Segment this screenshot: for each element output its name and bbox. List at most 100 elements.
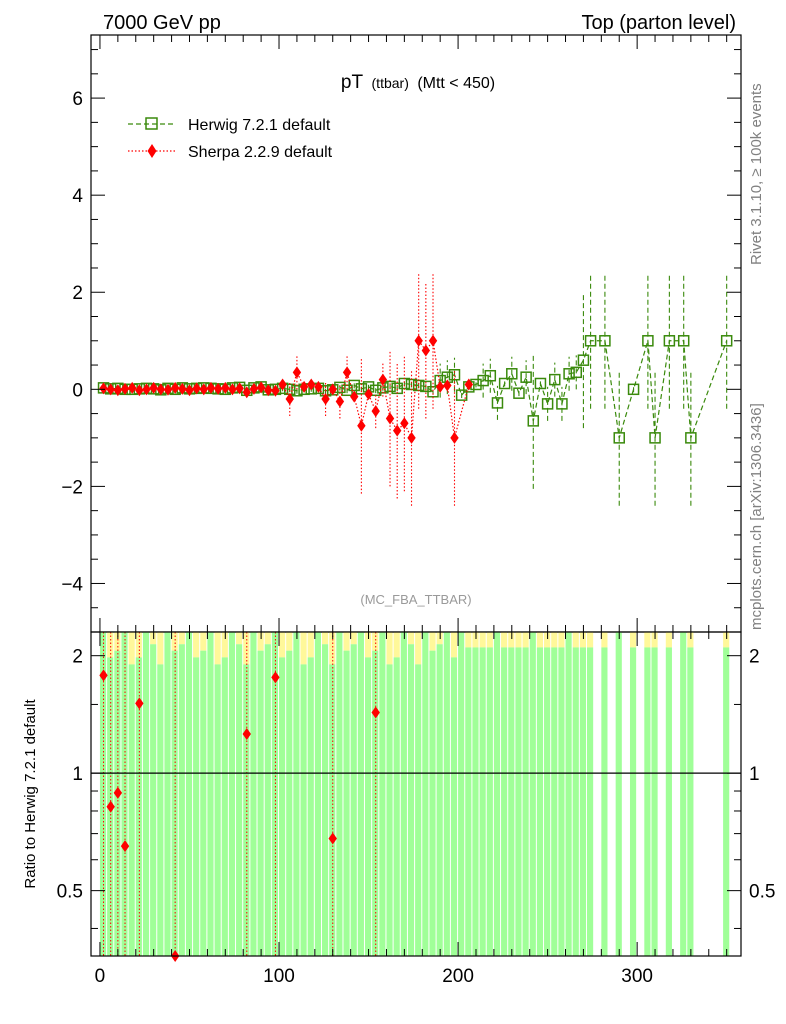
sherpa-point bbox=[178, 382, 187, 395]
ratio-band-outer bbox=[665, 632, 672, 648]
sherpa-point bbox=[364, 388, 373, 401]
ratio-band-outer bbox=[393, 632, 400, 658]
ratio-band-inner bbox=[164, 632, 171, 956]
ratio-band-inner bbox=[415, 664, 422, 956]
ratio-band-inner bbox=[142, 632, 150, 956]
sherpa-point bbox=[307, 378, 316, 391]
sherpa-ratio-point bbox=[135, 697, 144, 710]
process-label: Top (parton level) bbox=[581, 12, 736, 34]
ratio-band-inner bbox=[214, 664, 221, 956]
herwig-point bbox=[663, 335, 676, 347]
sherpa-point bbox=[278, 378, 287, 391]
ratio-band-outer bbox=[343, 632, 350, 651]
ratio-ytick-label-right: 2 bbox=[749, 647, 760, 668]
ratio-band-outer bbox=[171, 632, 178, 651]
ratio-band-outer bbox=[264, 632, 271, 645]
sherpa-point bbox=[314, 380, 323, 393]
sherpa-point bbox=[185, 384, 194, 397]
ratio-band-inner bbox=[665, 647, 672, 956]
ratio-band-inner bbox=[200, 650, 207, 956]
ratio-band-inner bbox=[343, 650, 350, 956]
ratio-band-inner bbox=[651, 647, 658, 956]
ratio-band-inner bbox=[501, 647, 508, 956]
sherpa-ratio-point bbox=[113, 786, 123, 799]
ratio-band-outer bbox=[114, 632, 121, 651]
ratio-band-inner bbox=[644, 647, 651, 956]
ratio-band-outer bbox=[536, 632, 544, 648]
ratio-band-inner bbox=[572, 647, 579, 956]
sherpa-point bbox=[292, 366, 302, 379]
ratio-band-inner bbox=[558, 647, 565, 956]
herwig-point bbox=[534, 377, 547, 390]
legend-entry-herwig: Herwig 7.2.1 default bbox=[128, 117, 331, 134]
legend-entry-sherpa: Sherpa 2.2.9 default bbox=[128, 144, 333, 161]
ratio-band-inner bbox=[264, 644, 271, 956]
ratio-band-outer bbox=[544, 632, 551, 648]
ratio-frame bbox=[90, 631, 742, 957]
ratio-band-inner bbox=[357, 632, 364, 956]
ratio-band-outer bbox=[587, 632, 594, 648]
sherpa-point bbox=[271, 384, 280, 397]
ratio-band-inner bbox=[579, 647, 587, 956]
ratio-band-outer bbox=[257, 632, 264, 651]
sherpa-point bbox=[127, 381, 137, 394]
main-marks bbox=[97, 272, 733, 506]
ratio-band-outer bbox=[372, 632, 379, 651]
sherpa-point bbox=[385, 412, 395, 425]
sherpa-point bbox=[170, 381, 180, 394]
sherpa-point bbox=[106, 383, 115, 396]
sherpa-point bbox=[285, 393, 294, 406]
ratio-band-outer bbox=[723, 632, 730, 648]
ratio-xtick-label: 200 bbox=[442, 966, 474, 987]
ratio-band-inner bbox=[207, 632, 214, 956]
sherpa-point bbox=[407, 431, 416, 444]
ratio-band-inner bbox=[601, 647, 608, 956]
sherpa-point bbox=[156, 383, 166, 396]
ratio-band-inner bbox=[114, 650, 121, 956]
herwig-point bbox=[513, 387, 525, 399]
herwig-point bbox=[613, 432, 625, 444]
herwig-point bbox=[577, 354, 590, 366]
ratio-band-outer bbox=[350, 632, 357, 645]
energy-label: 7000 GeV pp bbox=[103, 12, 221, 34]
ratio-band-inner bbox=[680, 632, 687, 956]
ratio-band-outer bbox=[450, 632, 458, 658]
herwig-point bbox=[491, 397, 504, 409]
herwig-point bbox=[556, 398, 568, 410]
ratio-band-inner bbox=[443, 632, 450, 956]
ratio-band-outer bbox=[486, 632, 493, 648]
ratio-band-outer bbox=[515, 632, 522, 648]
ratio-band-inner bbox=[279, 657, 286, 956]
ratio-band-inner bbox=[472, 647, 479, 956]
ratio-band-inner bbox=[723, 647, 730, 956]
ratio-band-inner bbox=[193, 657, 200, 956]
ratio-band-inner bbox=[150, 644, 157, 956]
herwig-point bbox=[720, 335, 733, 347]
ratio-band-inner bbox=[293, 632, 300, 956]
plot-title: pT (ttbar) (Mtt < 450) bbox=[341, 72, 495, 93]
ratio-band-outer bbox=[221, 632, 228, 658]
ratio-ylabel: Ratio to Herwig 7.2.1 default bbox=[22, 699, 39, 889]
legend-label-sherpa: Sherpa 2.2.9 default bbox=[188, 144, 333, 161]
ratio-band-outer bbox=[501, 632, 508, 648]
ratio-band-inner bbox=[493, 632, 501, 956]
sherpa-point bbox=[120, 382, 130, 395]
ratio-band-inner bbox=[250, 632, 257, 956]
main-ytick-label: 4 bbox=[72, 186, 83, 207]
ratio-band-outer bbox=[214, 632, 221, 665]
herwig-point bbox=[677, 335, 690, 347]
ratio-band-outer bbox=[572, 632, 579, 648]
mcplots-label: mcplots.cern.ch [arXiv:1306.3436] bbox=[748, 403, 765, 630]
ratio-band-inner bbox=[157, 664, 164, 956]
sherpa-point bbox=[199, 383, 209, 396]
ratio-band-outer bbox=[579, 632, 587, 648]
herwig-point bbox=[506, 368, 518, 380]
ratio-band-outer bbox=[651, 632, 658, 648]
ratio-band-inner bbox=[228, 632, 236, 956]
ratio-axes: 0.5 0.5 1 1 2 2 0 100 200 300 bbox=[57, 632, 775, 987]
herwig-point bbox=[584, 335, 597, 347]
ratio-band-outer bbox=[629, 632, 637, 648]
herwig-point bbox=[348, 379, 360, 392]
ratio-band-outer bbox=[465, 632, 472, 648]
